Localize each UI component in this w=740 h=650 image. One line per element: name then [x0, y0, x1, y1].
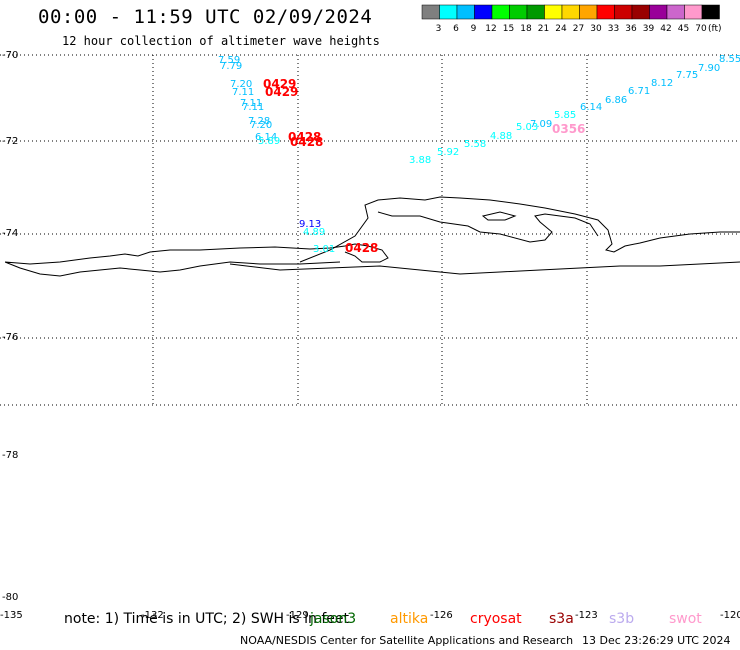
wave-height-value: 7.11 [232, 87, 254, 98]
wave-height-value: 5.03 [516, 122, 538, 133]
wave-height-value: 8.55 [719, 54, 740, 65]
legend-label: 27 [573, 24, 584, 34]
legend-swatch [491, 4, 510, 20]
wave-height-value: 7.09 [530, 119, 552, 130]
wave-height-value: 3.88 [409, 155, 431, 166]
wave-height-value: 7.28 [248, 116, 270, 127]
legend-label: 15 [503, 24, 514, 34]
legend-swatch [544, 4, 563, 20]
satellite-s3b: s3b [609, 611, 635, 627]
legend-label: 3 [436, 24, 442, 34]
latitude-label: -78 [2, 450, 18, 461]
legend-swatch [666, 4, 685, 20]
wave-height-value: 5.92 [437, 147, 459, 158]
pass-time-tag: 0429 [263, 77, 296, 91]
wave-height-value: 6.14 [580, 102, 602, 113]
wave-height-value: 7.20 [250, 120, 272, 131]
longitude-label: -126 [430, 610, 453, 621]
legend-label: 9 [471, 24, 477, 34]
legend-label: 39 [643, 24, 655, 34]
wave-height-value: 6.71 [628, 86, 650, 97]
wave-height-value: 3.01 [313, 244, 335, 255]
legend-label: 33 [608, 24, 619, 34]
wave-height-value: 7.11 [242, 102, 264, 113]
wave-height-value: 9.13 [299, 219, 321, 230]
legend-label: 6 [453, 24, 459, 34]
longitude-label: -123 [575, 610, 598, 621]
wave-height-value: 7.75 [676, 70, 698, 81]
longitude-label: -120 [720, 610, 740, 621]
satellite-swot: swot [669, 611, 702, 627]
legend-swatch [631, 4, 650, 20]
legend-label: 21 [538, 24, 549, 34]
coastline [4, 196, 740, 277]
legend-swatch [474, 4, 493, 20]
wave-height-value: 7.20 [230, 79, 252, 90]
legend-unit: (ft) [708, 24, 722, 34]
longitude-label: -132 [141, 610, 164, 621]
legend-swatch [684, 4, 703, 20]
legend-swatch [439, 4, 458, 20]
wave-height-value: 8.12 [651, 78, 673, 89]
map-title: 00:00 - 11:59 UTC 02/09/2024 [38, 6, 373, 28]
satellite-cryosat: cryosat [470, 611, 522, 627]
legend-label: 42 [660, 24, 671, 34]
wave-height-value: 6.14 [255, 132, 277, 143]
credit-line: NOAA/NESDIS Center for Satellite Applica… [240, 634, 574, 647]
legend-swatch [456, 4, 475, 20]
wave-height-value: 7.11 [240, 98, 262, 109]
legend-label: 45 [678, 24, 689, 34]
wave-height-value: 7.79 [220, 61, 242, 72]
legend-label: 18 [520, 24, 532, 34]
legend-label: 24 [555, 24, 567, 34]
wave-height-value: 4.89 [303, 227, 325, 238]
legend-swatch [421, 4, 440, 20]
wave-height-value: 6.86 [605, 95, 627, 106]
legend-swatch [526, 4, 545, 20]
legend-swatch [561, 4, 580, 20]
legend-swatch [579, 4, 598, 20]
generation-timestamp: 13 Dec 23:26:29 UTC 2024 [582, 634, 731, 647]
pass-time-tag: 0429 [265, 85, 298, 99]
wave-height-value: 5.85 [554, 110, 576, 121]
lat-lon-grid [0, 54, 740, 406]
legend-label: 30 [590, 24, 602, 34]
legend-label: 12 [485, 24, 496, 34]
map-subtitle: 12 hour collection of altimeter wave hei… [62, 34, 380, 48]
longitude-label: -135 [0, 610, 23, 621]
latitude-label: -72 [2, 136, 18, 147]
footer-note: note: 1) Time is in UTC; 2) SWH is in fe… [64, 611, 350, 627]
pass-time-tag: 0356 [552, 122, 585, 136]
latitude-label: -80 [2, 592, 18, 603]
satellite-altika: altika [390, 611, 429, 627]
legend-label: 36 [625, 24, 637, 34]
satellite-jason3: jason3 [310, 611, 357, 627]
wave-height-value: 5.89 [258, 136, 280, 147]
latitude-label: -74 [2, 228, 18, 239]
pass-time-tag: 0428 [345, 241, 378, 255]
wave-height-value: 7.59 [218, 55, 240, 66]
pass-time-tag: 0428 [290, 135, 323, 149]
legend-swatch [701, 4, 720, 20]
legend-swatch [596, 4, 615, 20]
legend-swatch [649, 4, 668, 20]
legend-label: 70 [695, 24, 707, 34]
wave-height-value: 4.88 [490, 131, 512, 142]
latitude-label: -76 [2, 332, 18, 343]
legend-swatch [614, 4, 633, 20]
wave-height-value: 5.58 [464, 139, 486, 150]
satellite-s3a: s3a [549, 611, 574, 627]
legend-swatch [509, 4, 528, 20]
latitude-label: -70 [2, 50, 18, 61]
longitude-label: -129 [286, 610, 309, 621]
pass-time-tag: 0428 [288, 130, 321, 144]
color-legend: 3 6 9 12 15 18 21 24 27 30 33 36 39 42 45 70 (ft) [421, 4, 722, 34]
wave-height-value: 7.90 [698, 63, 720, 74]
